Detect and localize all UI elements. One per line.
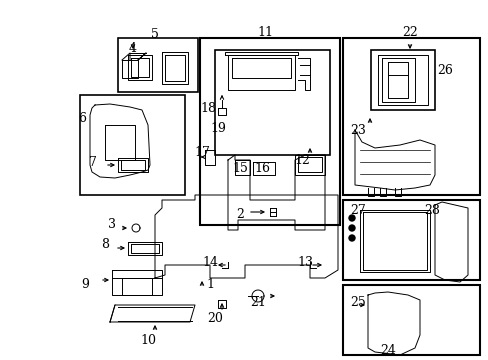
Circle shape [348, 215, 354, 221]
Text: 24: 24 [379, 343, 395, 356]
Bar [342, 200, 479, 280]
Circle shape [348, 235, 354, 241]
Text: 15: 15 [232, 162, 247, 175]
Text: 13: 13 [296, 256, 312, 269]
Text: 25: 25 [349, 296, 365, 309]
Bar [118, 38, 198, 92]
Text: 14: 14 [202, 256, 218, 269]
Text: 4: 4 [129, 41, 137, 54]
Text: 18: 18 [200, 102, 216, 114]
Bar [342, 285, 479, 355]
Text: 5: 5 [151, 28, 159, 41]
Text: 9: 9 [81, 279, 89, 292]
Circle shape [348, 225, 354, 231]
Text: 21: 21 [249, 296, 265, 309]
Text: 28: 28 [423, 203, 439, 216]
Text: 20: 20 [206, 311, 223, 324]
Bar [215, 50, 329, 155]
Bar [370, 50, 434, 110]
Text: 11: 11 [257, 26, 272, 39]
Text: 27: 27 [349, 203, 365, 216]
Text: 6: 6 [78, 112, 86, 125]
Text: 2: 2 [236, 208, 244, 221]
Text: 10: 10 [140, 333, 156, 346]
Text: 16: 16 [253, 162, 269, 175]
Text: 3: 3 [108, 219, 116, 231]
Text: 23: 23 [349, 123, 365, 136]
Text: 22: 22 [401, 26, 417, 39]
Bar [200, 38, 339, 225]
Text: 12: 12 [293, 153, 309, 166]
Text: 19: 19 [210, 122, 225, 135]
Text: 1: 1 [205, 279, 214, 292]
Bar [342, 38, 479, 195]
Bar [80, 95, 184, 195]
Text: 17: 17 [194, 145, 209, 158]
Text: 8: 8 [101, 238, 109, 252]
Text: 7: 7 [89, 156, 97, 168]
Text: 26: 26 [436, 63, 452, 77]
